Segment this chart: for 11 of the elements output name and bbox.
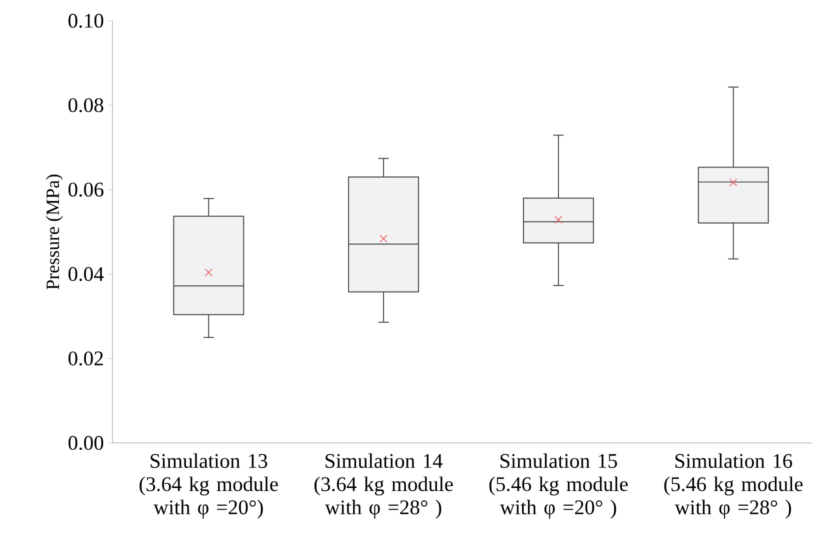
x-tick-label: Simulation 14 (3.64 kg module with φ =28° ) (314, 453, 453, 519)
y-tick-label: 0.08 (68, 98, 104, 112)
y-tick-label: 0.02 (68, 351, 103, 366)
x-tick-label: Simulation 15 (5.46 kg module with φ =20° ) (489, 453, 628, 519)
y-tick-label: 0.06 (68, 182, 104, 197)
y-tick-label: 0.00 (68, 436, 104, 450)
x-tick-label: Simulation 16 (5.46 kg module with φ =28° ) (664, 453, 803, 519)
x-tick-label: Simulation 13 (3.64 kg module with φ =20°) (140, 453, 278, 519)
y-tick-label: 0.04 (68, 267, 104, 282)
y-axis-title: Pressure (MPa) (46, 174, 63, 290)
y-tick-label: 0.10 (68, 14, 104, 28)
